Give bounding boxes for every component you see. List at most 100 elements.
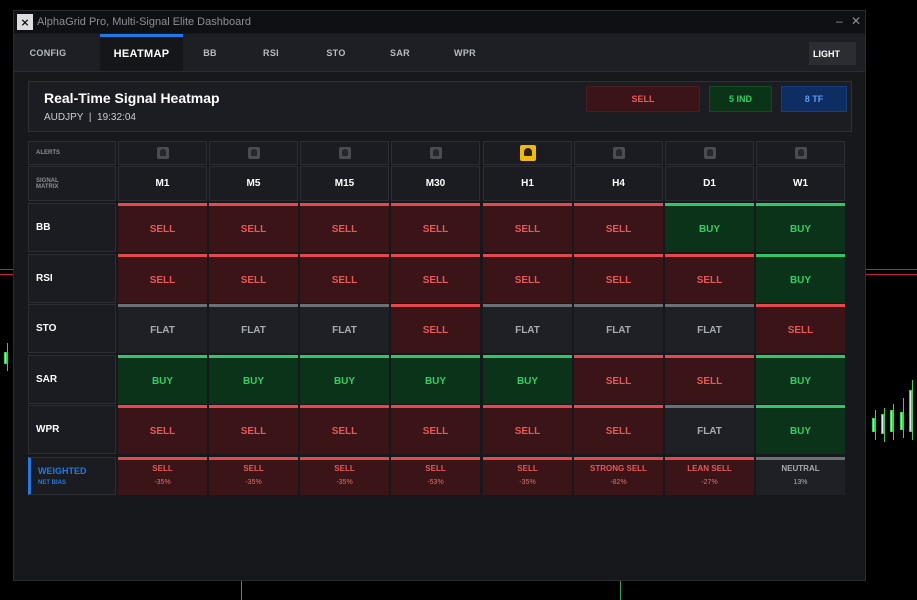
chart-candle [4,352,7,364]
bell-icon [612,147,625,159]
signal-label: FLAT [150,324,175,336]
signal-cell-rsi-m15[interactable]: SELL [300,254,389,303]
timeframe-header-w1: W1 [756,166,845,201]
indicator-row-sar: SAR [28,355,116,404]
signal-cell-rsi-h4[interactable]: SELL [574,254,663,303]
weighted-cell-h4[interactable]: STRONG SELL -82% [574,457,663,495]
overall-signal-badge: SELL [586,86,700,112]
indicator-row-rsi: RSI [28,254,116,303]
signal-cell-bb-m30[interactable]: SELL [391,203,480,252]
signal-cell-bb-m1[interactable]: SELL [118,203,207,252]
signal-cell-sto-w1[interactable]: SELL [756,304,845,353]
timeframe-header-m5: M5 [209,166,298,201]
bias-label: SELL [152,464,173,473]
signal-cell-rsi-d1[interactable]: SELL [665,254,754,303]
tab-rsi[interactable]: RSI [263,47,279,58]
signal-label: BUY [789,375,812,387]
signal-cell-wpr-m5[interactable]: SELL [209,405,298,454]
signal-cell-bb-h1[interactable]: SELL [483,203,572,252]
indicator-label: WPR [36,424,60,435]
tab-bb[interactable]: BB [203,47,217,58]
weighted-cell-m5[interactable]: SELL -35% [209,457,298,495]
signal-cell-wpr-m15[interactable]: SELL [300,405,389,454]
dashboard-window: ⨯ AlphaGrid Pro, Multi-Signal Elite Dash… [13,10,866,581]
signal-cell-wpr-h4[interactable]: SELL [574,405,663,454]
bell-icon [519,145,536,161]
alert-toggle-m30[interactable] [391,141,480,165]
tab-config[interactable]: CONFIG [29,47,67,58]
weighted-cell-m15[interactable]: SELL -35% [300,457,389,495]
timeframe-label: H1 [521,178,534,189]
chart-candle [890,410,893,432]
alert-toggle-d1[interactable] [665,141,754,165]
signal-cell-sar-m15[interactable]: BUY [300,355,389,404]
signal-cell-wpr-d1[interactable]: FLAT [665,405,754,454]
matrix-corner: SIGNAL MATRIX [28,166,116,201]
signal-label: SELL [787,324,814,336]
tab-sto[interactable]: STO [326,47,346,58]
weighted-label: WEIGHTED [38,466,87,476]
signal-cell-sar-m30[interactable]: BUY [391,355,480,404]
theme-toggle-button[interactable]: LIGHT [809,42,856,65]
signal-cell-sto-d1[interactable]: FLAT [665,304,754,353]
signal-cell-wpr-m1[interactable]: SELL [118,405,207,454]
signal-label: SELL [422,223,449,235]
title-bar[interactable]: ⨯ AlphaGrid Pro, Multi-Signal Elite Dash… [14,11,865,33]
weighted-cell-m30[interactable]: SELL -53% [391,457,480,495]
signal-cell-wpr-h1[interactable]: SELL [483,405,572,454]
signal-cell-sto-m15[interactable]: FLAT [300,304,389,353]
bias-label: NEUTRAL [781,464,820,473]
signal-cell-sar-d1[interactable]: SELL [665,355,754,404]
signal-cell-sto-h4[interactable]: FLAT [574,304,663,353]
signal-label: SELL [605,223,632,235]
signal-cell-sar-h4[interactable]: SELL [574,355,663,404]
chart-candle [909,390,912,432]
weighted-cell-m1[interactable]: SELL -35% [118,457,207,495]
signal-label: SELL [240,425,267,437]
signal-cell-rsi-m1[interactable]: SELL [118,254,207,303]
weighted-cell-d1[interactable]: LEAN SELL -27% [665,457,754,495]
signal-cell-sar-m5[interactable]: BUY [209,355,298,404]
minimize-button[interactable]: – [836,14,843,28]
signal-cell-bb-d1[interactable]: BUY [665,203,754,252]
signal-label: FLAT [697,425,722,437]
heatmap-header: Real-Time Signal Heatmap AUDJPY | 19:32:… [28,81,852,132]
signal-cell-bb-m15[interactable]: SELL [300,203,389,252]
alert-toggle-w1[interactable] [756,141,845,165]
page-title: Real-Time Signal Heatmap [44,90,220,106]
signal-cell-rsi-m30[interactable]: SELL [391,254,480,303]
separator: | [88,112,92,123]
signal-cell-sar-m1[interactable]: BUY [118,355,207,404]
signal-cell-bb-h4[interactable]: SELL [574,203,663,252]
timeframe-label: D1 [703,178,716,189]
signal-cell-sto-h1[interactable]: FLAT [483,304,572,353]
signal-cell-rsi-m5[interactable]: SELL [209,254,298,303]
indicator-label: STO [36,323,57,334]
signal-label: SELL [149,425,176,437]
alert-toggle-m15[interactable] [300,141,389,165]
signal-cell-sto-m30[interactable]: SELL [391,304,480,353]
signal-cell-sto-m5[interactable]: FLAT [209,304,298,353]
signal-label: BUY [424,375,447,387]
weighted-cell-h1[interactable]: SELL -35% [483,457,572,495]
signal-cell-sar-h1[interactable]: BUY [483,355,572,404]
signal-cell-bb-m5[interactable]: SELL [209,203,298,252]
signal-cell-wpr-w1[interactable]: BUY [756,405,845,454]
signal-cell-bb-w1[interactable]: BUY [756,203,845,252]
tab-heatmap[interactable]: HEATMAP [100,34,183,71]
close-button[interactable]: ✕ [851,14,862,28]
alert-toggle-h4[interactable] [574,141,663,165]
signal-cell-sar-w1[interactable]: BUY [756,355,845,404]
alert-toggle-m1[interactable] [118,141,207,165]
signal-cell-rsi-h1[interactable]: SELL [483,254,572,303]
signal-cell-sto-m1[interactable]: FLAT [118,304,207,353]
signal-cell-wpr-m30[interactable]: SELL [391,405,480,454]
weighted-cell-w1[interactable]: NEUTRAL 13% [756,457,845,495]
tab-sar[interactable]: SAR [390,47,410,58]
alert-toggle-h1[interactable] [483,141,572,165]
alert-toggle-m5[interactable] [209,141,298,165]
matrix-label: MATRIX [36,183,59,190]
window-title: AlphaGrid Pro, Multi-Signal Elite Dashbo… [37,16,251,28]
signal-cell-rsi-w1[interactable]: BUY [756,254,845,303]
tab-wpr[interactable]: WPR [454,47,476,58]
